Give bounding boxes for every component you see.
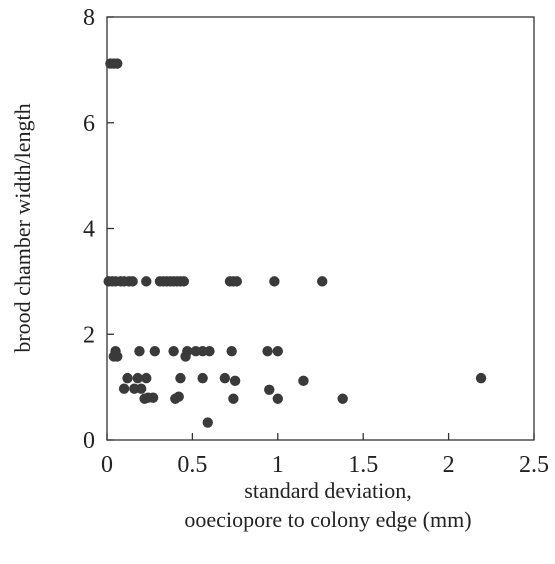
axis-ticks (106, 16, 535, 441)
y-tick-label: 8 (83, 5, 95, 31)
x-tick-label: 1 (272, 452, 284, 478)
data-point (272, 393, 283, 404)
x-tick-label: 0.5 (177, 452, 207, 478)
data-point (229, 375, 241, 386)
data-point (197, 372, 208, 384)
x-tick-labels: 0 0.5 1 1.5 2 2.5 (101, 452, 549, 478)
data-point (173, 391, 184, 402)
data-point (219, 372, 231, 384)
x-tick-label: 2.5 (519, 452, 549, 478)
data-point (132, 372, 143, 384)
plot-frame (106, 16, 535, 441)
data-point (112, 58, 123, 69)
y-tick-label: 2 (83, 322, 95, 348)
x-axis-label-line-1: standard deviation, (244, 478, 411, 503)
data-point (122, 372, 133, 384)
data-point (180, 351, 191, 362)
data-point (231, 276, 243, 287)
data-point (204, 345, 215, 357)
data-point (141, 276, 152, 287)
data-point (147, 392, 159, 403)
y-tick-label: 0 (83, 428, 95, 454)
data-point (141, 372, 152, 384)
data-point (112, 351, 123, 362)
data-point (178, 276, 190, 287)
data-point (149, 345, 161, 357)
data-point (262, 345, 273, 357)
data-point (228, 393, 239, 404)
data-points (103, 58, 487, 428)
data-point (134, 345, 145, 357)
x-tick-label: 0 (101, 452, 113, 478)
data-point (272, 345, 283, 357)
data-point (202, 417, 213, 428)
data-point (264, 384, 275, 395)
data-point (168, 345, 179, 357)
data-point (269, 276, 280, 287)
x-tick-label: 1.5 (348, 452, 378, 478)
data-point (226, 345, 237, 357)
data-point (337, 393, 348, 404)
y-tick-label: 6 (83, 111, 95, 137)
data-point (127, 276, 138, 287)
data-point (475, 372, 487, 384)
data-point (175, 372, 186, 384)
data-point (298, 375, 309, 386)
y-axis-label: brood chamber width/length (10, 103, 35, 352)
x-axis-label-line-2: ooeciopore to colony edge (mm) (184, 507, 471, 532)
data-point (118, 383, 130, 394)
data-point (135, 383, 147, 394)
x-tick-label: 2 (443, 452, 455, 478)
y-tick-label: 4 (83, 217, 95, 243)
data-point (317, 276, 328, 287)
y-tick-labels: 0 2 4 6 8 (83, 5, 95, 454)
